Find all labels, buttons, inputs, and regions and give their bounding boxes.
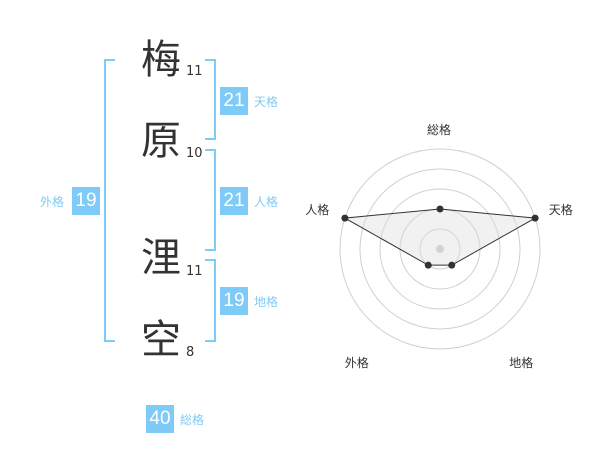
- tenkaku-value: 21: [220, 87, 248, 115]
- radar-point-2: [531, 214, 539, 222]
- gaikaku-bracket: [104, 59, 115, 342]
- kanji-2: 原: [141, 118, 181, 164]
- strokes-3: 11: [186, 264, 203, 279]
- soukaku-label: 総格: [180, 413, 205, 427]
- radar-axis-label: 人格: [305, 203, 330, 218]
- radar-point-4: [424, 261, 432, 269]
- strokes-4: 8: [186, 345, 195, 360]
- tenkaku-bracket: [205, 59, 216, 140]
- soukaku-value: 40: [146, 405, 174, 433]
- jinkaku-label: 人格: [254, 195, 279, 209]
- radar-ring: [339, 148, 541, 350]
- jinkaku-bracket: [205, 149, 216, 251]
- chikaku-bracket: [205, 259, 216, 342]
- kanji-1: 梅: [141, 37, 181, 83]
- tenkaku-label: 天格: [254, 95, 279, 109]
- radar-axis-label: 天格: [548, 203, 573, 218]
- chikaku-value: 19: [220, 287, 248, 315]
- radar-area: [343, 208, 537, 266]
- gaikaku-label: 外格: [40, 195, 65, 209]
- radar-ring: [359, 168, 521, 330]
- radar-point-5: [341, 214, 349, 222]
- chikaku-label: 地格: [254, 295, 279, 309]
- jinkaku-value: 21: [220, 187, 248, 215]
- radar-point-3: [448, 261, 456, 269]
- gaikaku-value: 19: [72, 187, 100, 215]
- radar-axis-label: 総格: [427, 123, 452, 137]
- strokes-1: 11: [186, 64, 203, 79]
- radar-axis-label: 地格: [509, 356, 534, 371]
- radar-axis-label: 外格: [344, 356, 369, 371]
- radar-ring: [379, 188, 501, 310]
- kanji-4: 空: [141, 317, 181, 363]
- radar-point-1: [436, 205, 444, 213]
- radar-ring: [419, 228, 461, 270]
- kanji-3: 浬: [141, 235, 181, 281]
- radar-center: [436, 245, 444, 253]
- strokes-2: 10: [186, 146, 203, 161]
